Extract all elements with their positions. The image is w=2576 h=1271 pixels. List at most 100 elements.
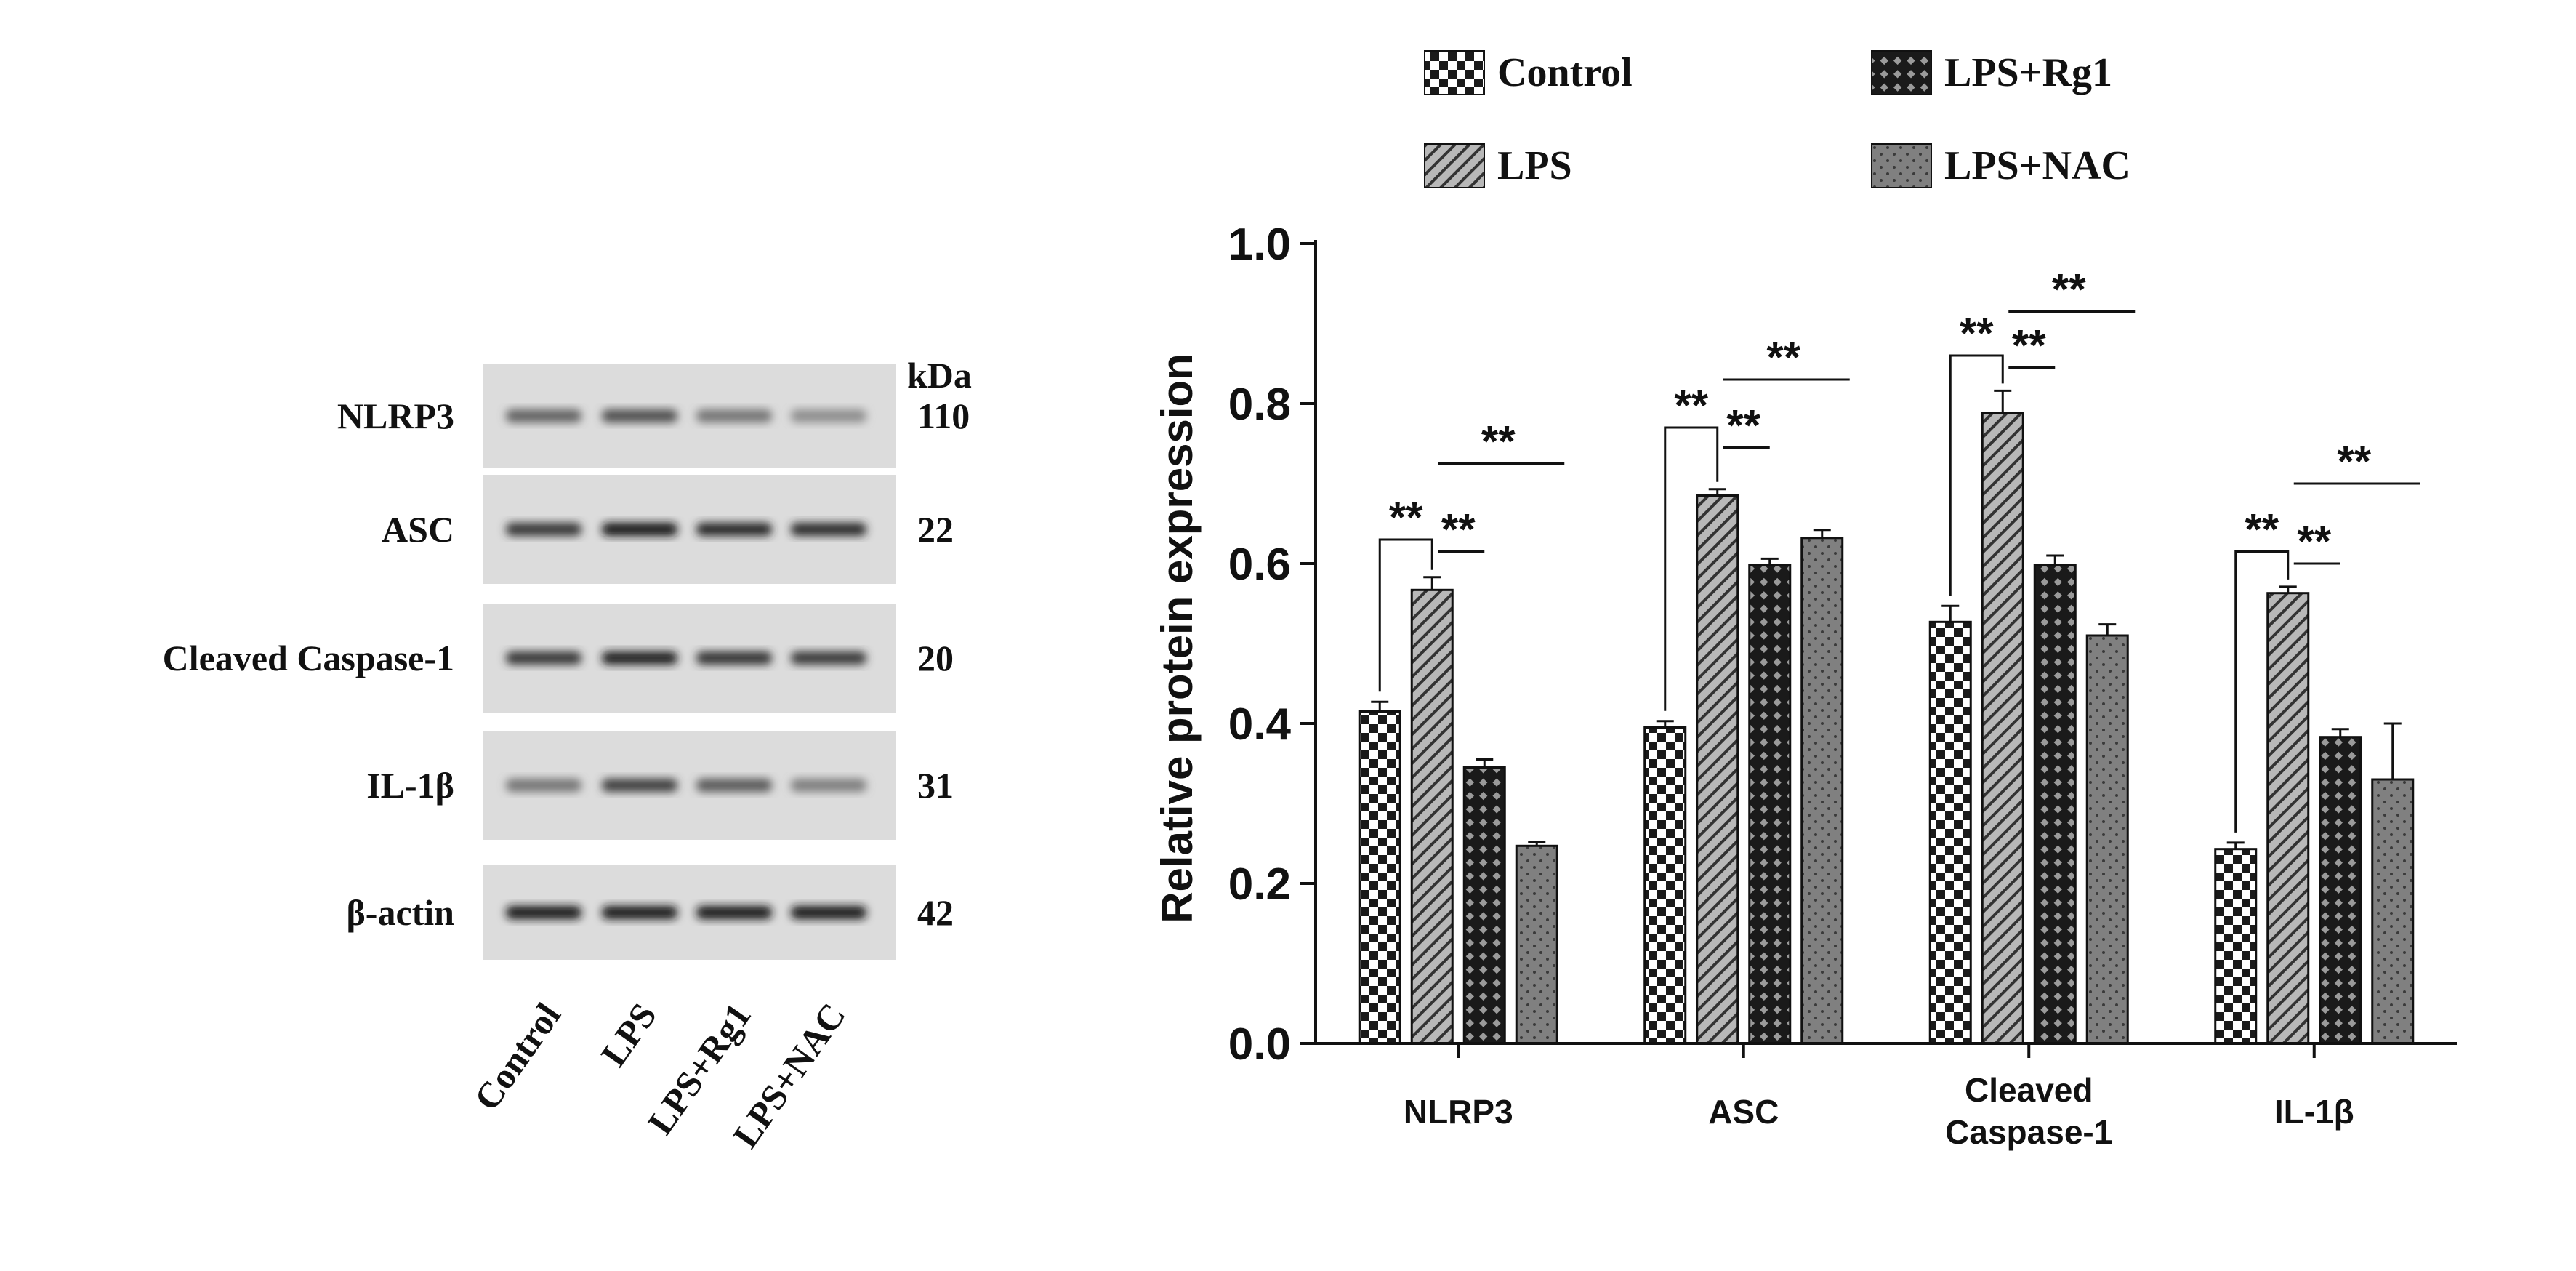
legend-label: LPS+NAC [1944, 143, 2130, 188]
significance-label: ** [1481, 417, 1516, 466]
blot-band [602, 779, 677, 792]
significance-label: ** [2052, 265, 2086, 314]
blot-protein-label: Cleaved Caspase-1 [163, 638, 454, 678]
blot-row: ASC 22 [382, 475, 954, 584]
blot-kda-value: 42 [917, 892, 954, 933]
bar [1748, 564, 1792, 1045]
significance-label: ** [1766, 333, 1800, 382]
blot-band [696, 779, 772, 792]
blot-lane-label: Control [466, 995, 568, 1118]
blot-band [506, 779, 581, 792]
significance-bracket [1949, 354, 2004, 596]
y-tick-label: 0.0 [1228, 1019, 1291, 1070]
blot-band [696, 906, 772, 919]
blot-band [696, 409, 772, 422]
blot-band [696, 651, 772, 665]
bar [1462, 766, 1506, 1045]
y-axis-label: Relative protein expression [1153, 353, 1202, 923]
y-tick-label: 0.4 [1228, 699, 1292, 750]
significance-mark: ** [1378, 493, 1433, 692]
y-tick-label: 0.2 [1228, 859, 1291, 910]
western-blot-panel: kDa NLRP3 110 ASC 22 Cleaved Caspase-1 20 IL-1… [163, 355, 972, 1155]
blot-band [506, 651, 581, 665]
x-tick-label: NLRP3 [1404, 1093, 1513, 1131]
y-tick-label: 0.8 [1228, 380, 1291, 430]
significance-bracket [1664, 426, 1719, 711]
bar [1410, 588, 1454, 1045]
significance-mark: ** [2008, 321, 2056, 370]
bar [1515, 844, 1558, 1045]
significance-mark: ** [2234, 505, 2290, 833]
significance-label: ** [2337, 437, 2371, 486]
significance-mark: ** [1438, 417, 1565, 466]
significance-bracket [1378, 538, 1433, 692]
legend-label: LPS+Rg1 [1944, 50, 2112, 95]
blot-lane-label: LPS [593, 995, 664, 1073]
legend-label: LPS [1497, 143, 1572, 188]
blot-kda-value: 110 [917, 396, 970, 436]
significance-mark: ** [1723, 333, 1850, 382]
blot-protein-label: β-actin [346, 892, 454, 933]
blot-protein-label: ASC [382, 509, 454, 550]
significance-mark: ** [2293, 437, 2420, 486]
blot-band [791, 779, 866, 792]
blot-band [602, 906, 677, 919]
significance-mark: ** [1723, 401, 1770, 450]
blot-kda-value: 31 [917, 765, 954, 806]
bar [1928, 620, 1972, 1045]
bar [1981, 412, 2024, 1045]
blot-protein-label: IL-1β [366, 765, 454, 806]
blot-band [506, 409, 581, 422]
blot-band [791, 409, 866, 422]
bar [2371, 778, 2415, 1045]
legend-swatch [1424, 50, 1485, 95]
significance-mark: ** [1664, 381, 1719, 711]
x-tick-label: IL-1β [2274, 1093, 2354, 1131]
blot-row: Cleaved Caspase-1 20 [163, 604, 954, 713]
significance-mark: ** [1438, 505, 1485, 554]
legend-entry: LPS+Rg1 [1871, 50, 2112, 95]
significance-label: ** [2297, 517, 2331, 566]
bar [2214, 848, 2258, 1045]
blot-kda-value: 20 [917, 638, 954, 678]
y-tick-label: 1.0 [1228, 220, 1291, 270]
legend-swatch [1871, 50, 1932, 95]
significance-label: ** [1674, 381, 1708, 430]
blot-band [506, 906, 581, 919]
bar [1696, 494, 1739, 1045]
bar [1800, 537, 1844, 1045]
blot-band [506, 523, 581, 536]
significance-mark: ** [2293, 517, 2340, 566]
blot-band [791, 906, 866, 919]
bar [1643, 726, 1687, 1045]
significance-label: ** [1726, 401, 1760, 450]
significance-mark: ** [2008, 265, 2136, 314]
significance-label: ** [1441, 505, 1476, 554]
bar [2085, 634, 2129, 1045]
legend-entry: LPS [1424, 143, 1572, 188]
significance-bracket [2234, 550, 2290, 833]
legend-entry: Control [1424, 50, 1633, 95]
significance-label: ** [2245, 505, 2279, 554]
significance-label: ** [1960, 309, 1994, 358]
significance-label: ** [2012, 321, 2046, 370]
blot-row: IL-1β 31 [366, 731, 954, 840]
blot-row: NLRP3 110 [337, 364, 970, 468]
blot-kda-value: 22 [917, 509, 954, 550]
bar [1358, 710, 1401, 1045]
legend-swatch [1424, 143, 1485, 188]
legend-swatch [1871, 143, 1932, 188]
legend-label: Control [1497, 50, 1633, 95]
blot-row: β-actin 42 [346, 865, 954, 960]
x-tick-label: ASC [1708, 1093, 1779, 1131]
blot-band [791, 523, 866, 536]
blot-protein-label: NLRP3 [337, 396, 454, 436]
kda-header: kDa [907, 355, 972, 396]
significance-mark: ** [1949, 309, 2004, 596]
bar [2033, 564, 2077, 1045]
bar [2266, 592, 2310, 1045]
blot-band [696, 523, 772, 536]
blot-band [602, 409, 677, 422]
blot-band [791, 651, 866, 665]
